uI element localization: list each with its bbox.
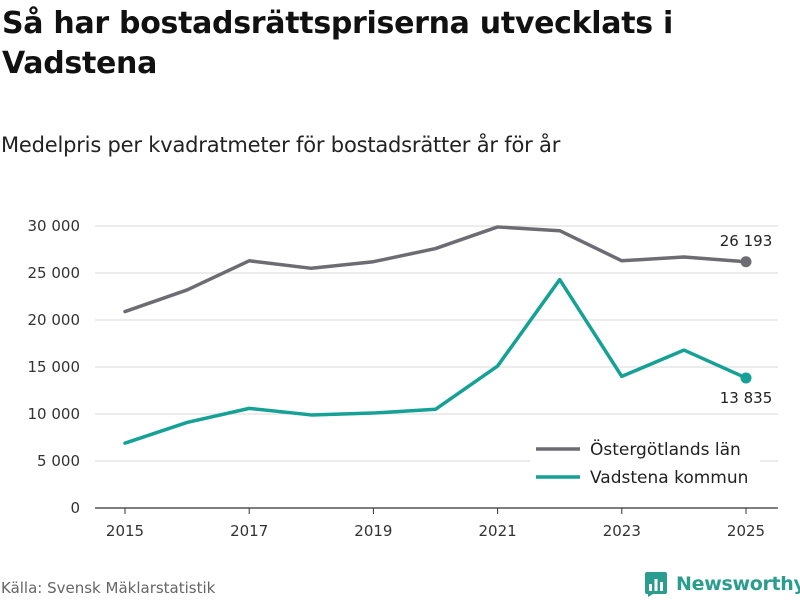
chart-title: Så har bostadsrättspriserna utvecklats i… bbox=[2, 6, 673, 81]
legend-background bbox=[530, 434, 760, 496]
series-line-1 bbox=[123, 225, 748, 314]
series-end-point-1 bbox=[740, 256, 752, 268]
x-tick-label: 2017 bbox=[230, 522, 268, 540]
x-tick-label: 2021 bbox=[479, 522, 517, 540]
y-tick-label: 0 bbox=[70, 499, 80, 517]
data-label: 13 835 bbox=[720, 389, 773, 407]
x-tick-label: 2025 bbox=[727, 522, 765, 540]
legend-label: Östergötlands län bbox=[590, 438, 741, 460]
y-tick-label: 15 000 bbox=[28, 358, 81, 376]
legend-label: Vadstena kommun bbox=[590, 468, 748, 488]
brand-logo: Newsworthy bbox=[644, 570, 800, 598]
y-tick-label: 25 000 bbox=[28, 264, 81, 282]
x-tick-label: 2019 bbox=[354, 522, 392, 540]
bar-chart-icon bbox=[645, 572, 667, 597]
brand-name: Newsworthy bbox=[676, 573, 800, 595]
series-line-2 bbox=[123, 277, 748, 445]
source-note: Källa: Svensk Mäklarstatistik bbox=[1, 579, 216, 597]
y-tick-label: 30 000 bbox=[28, 217, 81, 235]
x-tick-label: 2023 bbox=[603, 522, 641, 540]
chart-subtitle: Medelpris per kvadratmeter för bostadsrä… bbox=[1, 133, 561, 157]
y-tick-label: 20 000 bbox=[28, 311, 81, 329]
y-tick-label: 10 000 bbox=[28, 405, 81, 423]
data-label: 26 193 bbox=[720, 232, 773, 250]
x-tick-label: 2015 bbox=[106, 522, 144, 540]
series-end-point-2 bbox=[740, 372, 752, 384]
y-tick-label: 5 000 bbox=[37, 452, 80, 470]
